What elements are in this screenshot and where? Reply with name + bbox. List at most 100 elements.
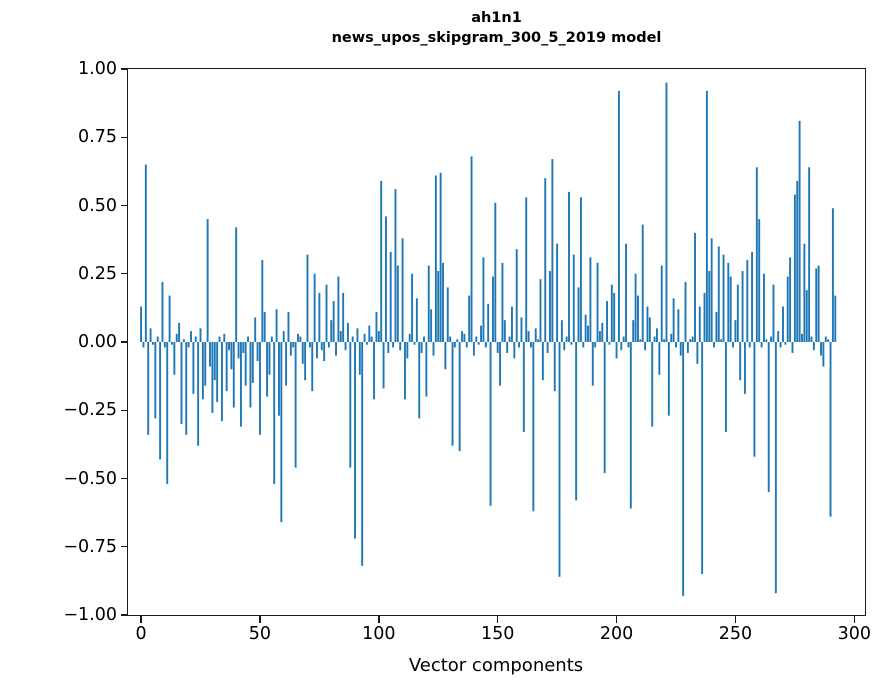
- bar: [251, 342, 254, 383]
- bar: [753, 342, 756, 457]
- bar: [537, 339, 540, 342]
- bar: [598, 331, 601, 342]
- x-tick-label: 100: [362, 624, 396, 644]
- bar: [194, 336, 197, 342]
- bar: [689, 339, 692, 342]
- bar: [273, 342, 276, 484]
- bar: [453, 342, 456, 348]
- bar-series: [140, 82, 837, 596]
- bar: [594, 342, 597, 348]
- x-tick-label: 300: [837, 624, 871, 644]
- bar: [187, 342, 190, 348]
- bar: [418, 342, 421, 419]
- bar: [175, 333, 178, 342]
- bar: [793, 194, 796, 342]
- bar: [522, 342, 525, 433]
- bar: [197, 342, 200, 446]
- bar: [763, 273, 765, 342]
- bar: [499, 342, 502, 386]
- bar: [468, 295, 471, 342]
- bar: [760, 342, 763, 348]
- bar: [551, 159, 554, 342]
- bar: [211, 342, 214, 413]
- bar: [575, 342, 578, 501]
- bar: [518, 342, 521, 348]
- bar: [356, 328, 359, 342]
- bar: [446, 287, 449, 342]
- bar: [779, 342, 782, 348]
- bar: [484, 342, 487, 348]
- bar: [382, 342, 385, 389]
- bar: [767, 342, 770, 493]
- bar: [596, 262, 599, 342]
- bar: [149, 328, 152, 342]
- bar: [724, 342, 727, 433]
- bar: [365, 342, 368, 345]
- bar: [639, 339, 642, 342]
- bar: [589, 257, 592, 342]
- bar: [539, 279, 542, 342]
- bar: [774, 342, 777, 594]
- bar: [615, 342, 618, 359]
- bar: [282, 331, 285, 342]
- bar: [808, 167, 811, 342]
- bar: [743, 342, 746, 394]
- chart-title-line-1: ah1n1: [471, 10, 522, 26]
- bar: [601, 322, 604, 342]
- bar: [154, 342, 157, 419]
- bar: [456, 339, 459, 342]
- bar: [508, 336, 511, 342]
- bar: [786, 276, 789, 342]
- bar: [299, 336, 302, 342]
- bar: [280, 342, 283, 523]
- bar: [667, 342, 670, 416]
- bar: [161, 281, 164, 342]
- bar: [746, 260, 749, 342]
- bar: [375, 311, 378, 342]
- bar: [444, 342, 447, 370]
- bar: [228, 342, 230, 351]
- bar: [675, 342, 677, 348]
- bar: [256, 342, 259, 362]
- bar: [729, 276, 732, 342]
- bar: [220, 342, 223, 422]
- bar: [577, 287, 580, 342]
- chart-title: ah1n1 news_upos_skipgram_300_5_2019 mode…: [127, 8, 866, 48]
- bar: [515, 249, 518, 342]
- bar: [308, 342, 311, 348]
- bar: [734, 320, 737, 342]
- x-tick-mark: [259, 616, 261, 623]
- bar: [549, 271, 551, 342]
- bar: [527, 331, 530, 342]
- bar: [199, 328, 202, 342]
- bar: [461, 331, 463, 342]
- bar: [327, 342, 330, 348]
- bar: [584, 314, 587, 342]
- bar: [389, 251, 392, 342]
- bar: [755, 167, 758, 342]
- bar: [644, 342, 647, 351]
- bar: [235, 227, 238, 342]
- bar: [582, 342, 585, 348]
- bar: [682, 342, 685, 596]
- bar: [434, 175, 437, 342]
- bar: [156, 336, 159, 342]
- bar: [425, 342, 428, 397]
- y-tick-label: 0.00: [78, 332, 117, 352]
- bar: [563, 342, 566, 351]
- bar: [320, 342, 323, 351]
- bar: [558, 342, 561, 577]
- bar: [789, 257, 792, 342]
- bar: [415, 298, 418, 342]
- bar: [715, 311, 718, 342]
- bar: [610, 284, 613, 342]
- bar: [223, 333, 226, 342]
- x-tick-mark: [378, 616, 380, 623]
- bar: [394, 189, 397, 342]
- x-tick-mark: [734, 616, 737, 623]
- bar: [289, 342, 292, 356]
- bar: [411, 273, 414, 342]
- bar: [140, 306, 143, 342]
- plot-axes: [127, 68, 866, 616]
- bar: [463, 333, 466, 342]
